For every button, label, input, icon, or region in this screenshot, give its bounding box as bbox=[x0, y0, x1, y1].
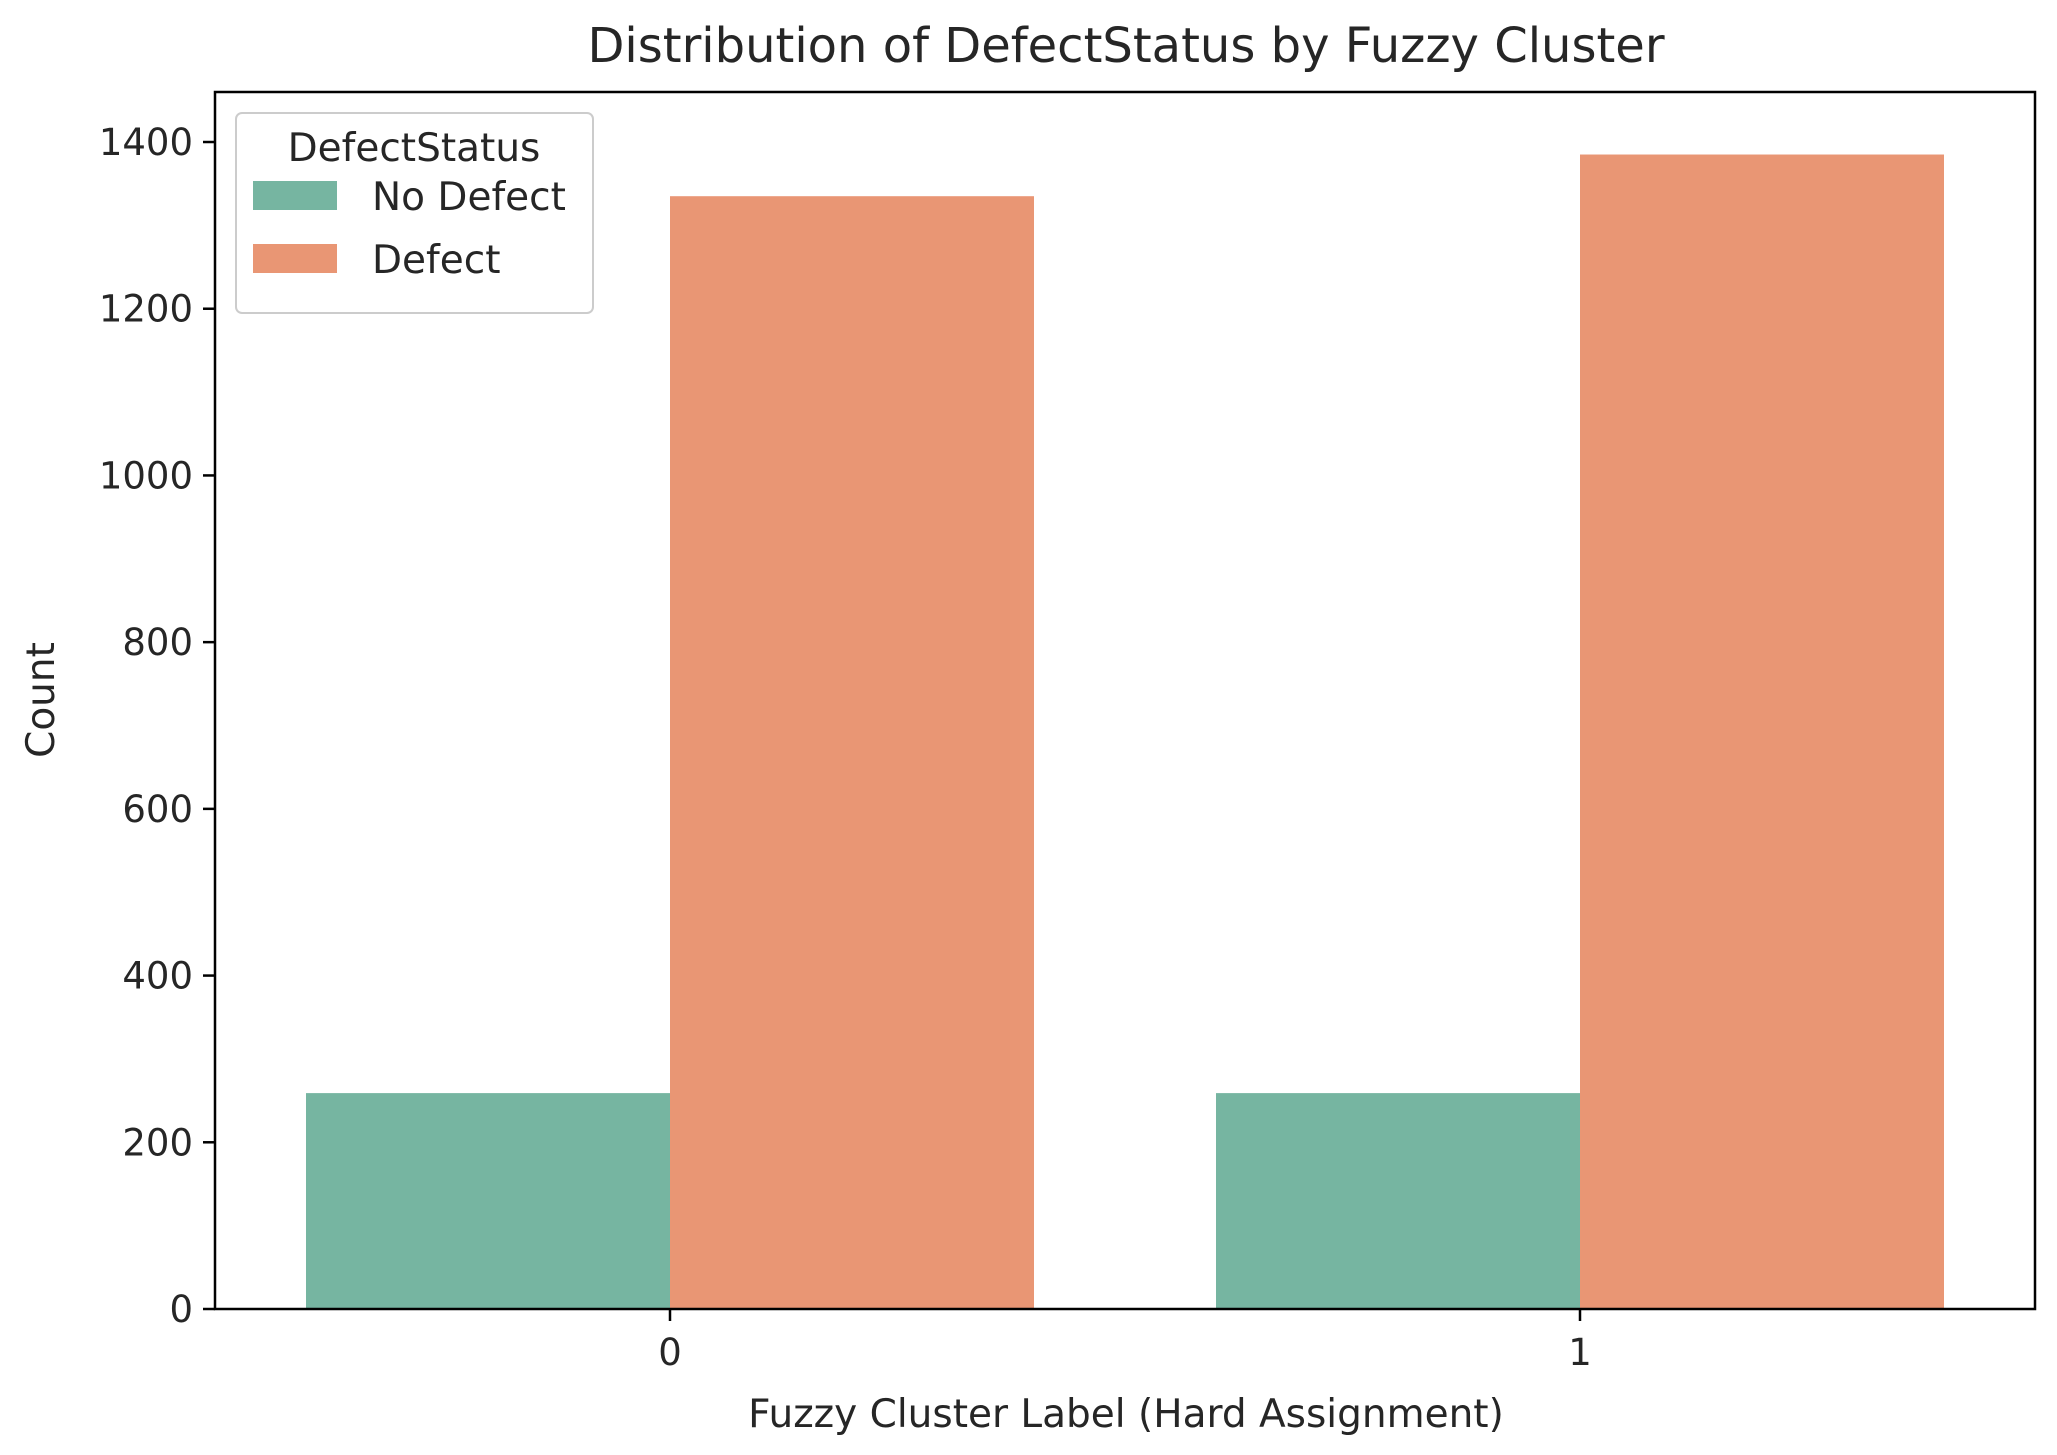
bar-no-defect-1 bbox=[1216, 1093, 1580, 1309]
legend-label-no-defect: No Defect bbox=[372, 175, 566, 220]
x-axis-label: Fuzzy Cluster Label (Hard Assignment) bbox=[748, 1392, 1504, 1437]
plot-frame bbox=[213, 90, 2037, 1311]
x-tick-label: 0 bbox=[658, 1331, 682, 1374]
bars-group bbox=[306, 154, 1944, 1310]
y-tick-label: 1000 bbox=[99, 454, 193, 497]
y-axis-label: Count bbox=[19, 642, 64, 758]
y-tick-label: 600 bbox=[122, 788, 193, 831]
y-tick-label: 400 bbox=[122, 955, 193, 998]
legend-swatch-defect bbox=[253, 244, 337, 273]
y-tick-label: 1400 bbox=[99, 121, 193, 164]
y-tick-label: 0 bbox=[169, 1288, 193, 1331]
legend-label-defect: Defect bbox=[372, 238, 500, 283]
y-tick-label: 1200 bbox=[99, 288, 193, 331]
chart-title: Distribution of DefectStatus by Fuzzy Cl… bbox=[587, 18, 1664, 74]
bar-defect-0 bbox=[670, 196, 1034, 1310]
legend-title: DefectStatus bbox=[288, 126, 541, 171]
x-tick-label: 1 bbox=[1568, 1331, 1592, 1374]
y-axis: 0 200 400 600 800 1000 1200 1400 bbox=[99, 121, 215, 1331]
legend: DefectStatus No Defect Defect bbox=[235, 112, 594, 314]
bar-no-defect-0 bbox=[306, 1093, 670, 1309]
bar-defect-1 bbox=[1580, 154, 1944, 1309]
y-tick-label: 200 bbox=[122, 1121, 193, 1164]
y-tick-label: 800 bbox=[122, 621, 193, 664]
legend-items: No Defect Defect bbox=[253, 175, 566, 283]
legend-swatch-no-defect bbox=[253, 181, 337, 210]
